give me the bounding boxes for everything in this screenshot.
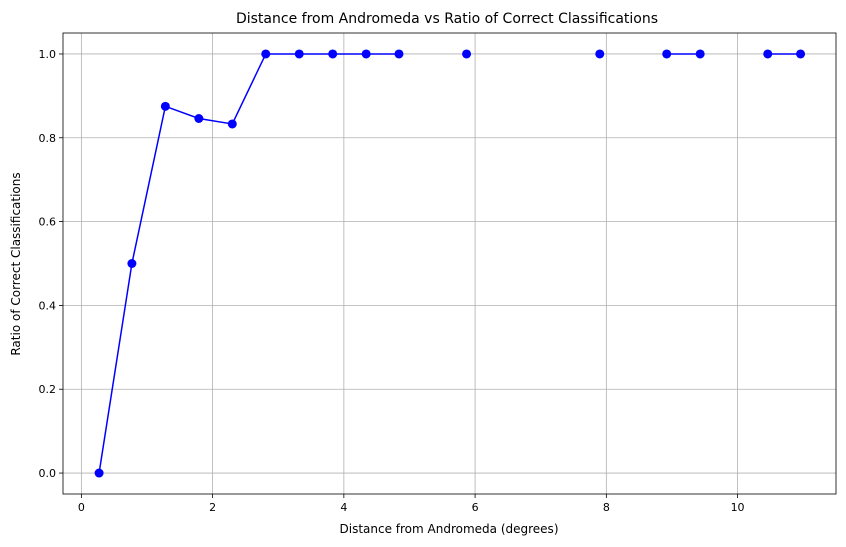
y-tick-label: 1.0	[39, 48, 57, 61]
y-tick-label: 0.8	[39, 132, 57, 145]
data-point	[394, 49, 404, 59]
data-point	[662, 49, 672, 59]
data-point	[127, 259, 137, 268]
data-point	[595, 49, 605, 59]
data-point	[261, 49, 271, 59]
y-tick-label: 0.0	[39, 467, 57, 480]
data-point	[160, 101, 170, 111]
chart-title: Distance from Andromeda vs Ratio of Corr…	[236, 11, 658, 27]
x-axis-label: Distance from Andromeda (degrees)	[340, 522, 559, 536]
data-point	[462, 49, 472, 59]
data-point	[294, 49, 304, 59]
data-series	[94, 49, 806, 478]
data-point	[328, 49, 338, 59]
data-point	[695, 49, 705, 59]
data-point	[796, 49, 806, 59]
data-point	[763, 49, 773, 59]
grid-lines	[63, 33, 836, 494]
data-point	[227, 119, 237, 129]
y-tick-label: 0.2	[39, 383, 57, 396]
x-tick-label: 0	[78, 501, 85, 514]
x-tick-label: 6	[472, 501, 479, 514]
y-axis-label: Ratio of Correct Classifications	[9, 172, 23, 355]
x-tick-label: 8	[603, 501, 610, 514]
data-point	[361, 49, 371, 59]
series-line	[98, 53, 399, 474]
plot-frame	[62, 32, 837, 495]
x-tick-label: 10	[731, 501, 745, 514]
data-point	[194, 113, 204, 123]
axis-ticks: 0 2 4 6 8 10 0.0 0.2 0.4 0.6 0.8 1.0	[39, 48, 745, 514]
x-tick-label: 2	[209, 501, 216, 514]
data-point	[94, 468, 104, 478]
x-tick-label: 4	[340, 501, 347, 514]
y-tick-label: 0.6	[39, 216, 57, 229]
y-tick-label: 0.4	[39, 299, 57, 312]
